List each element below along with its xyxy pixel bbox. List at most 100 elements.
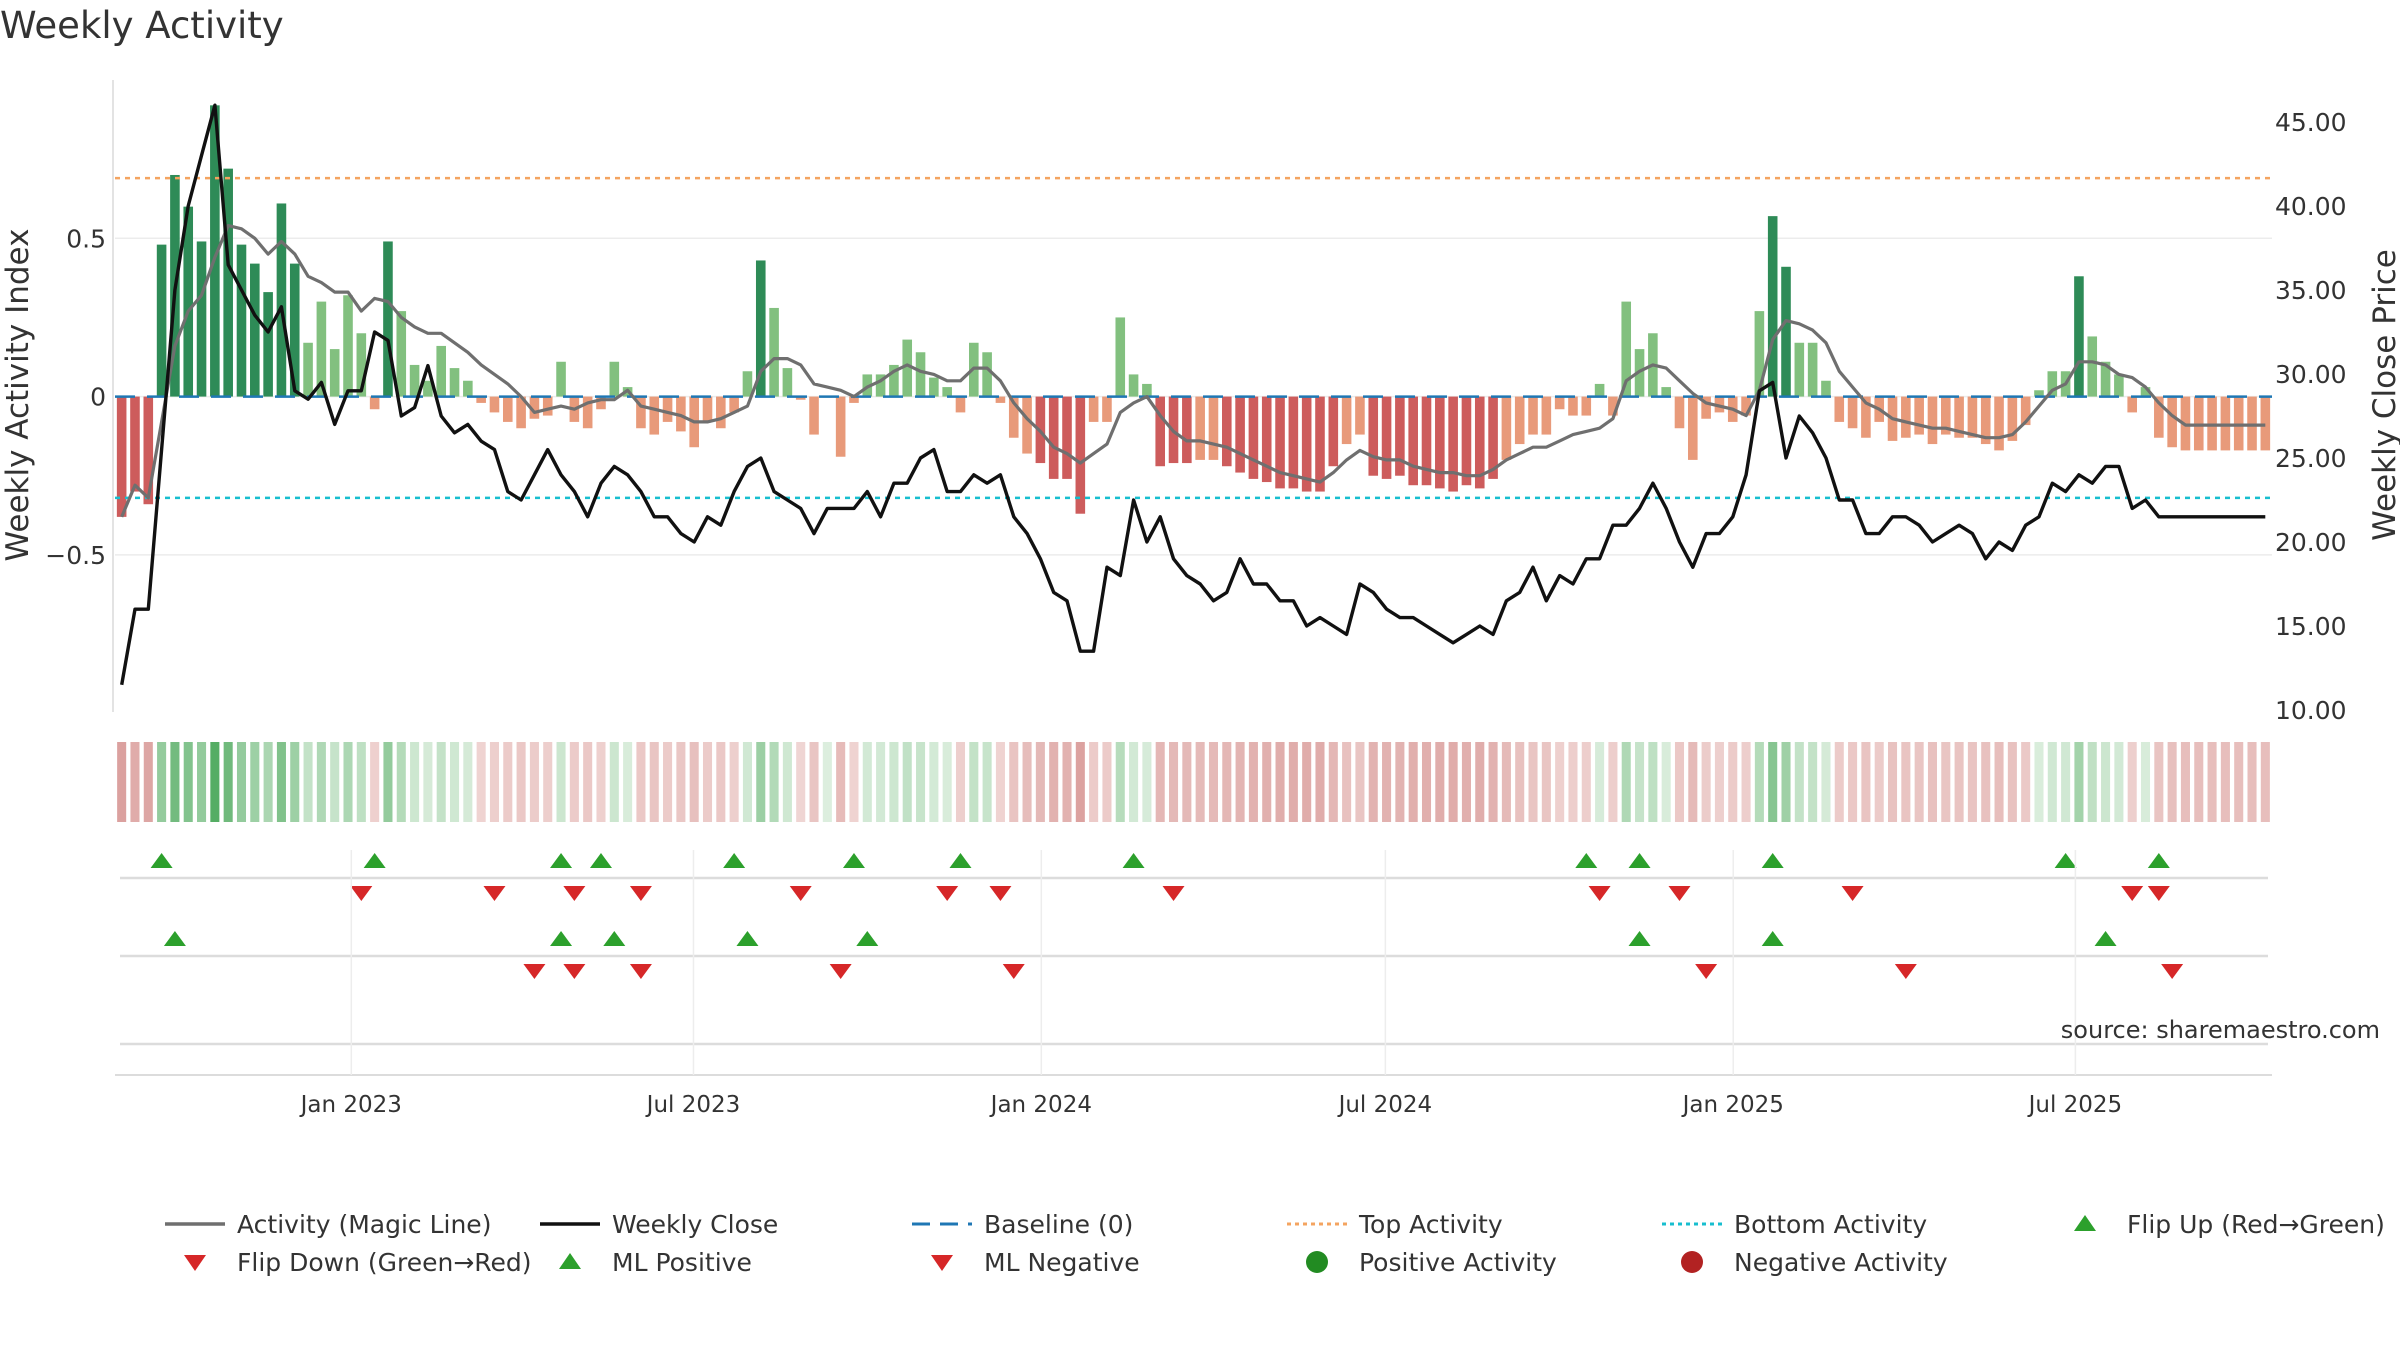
flip-down-marker — [936, 886, 959, 901]
ml-negative-marker — [563, 964, 586, 979]
legend-swatch-circle — [1681, 1251, 1703, 1273]
activity-bar — [489, 396, 500, 413]
activity-bar — [1927, 396, 1938, 445]
heat-cell — [1022, 742, 1032, 822]
legend-item: Top Activity — [1287, 1210, 1503, 1239]
ml-negative-marker — [1894, 964, 1917, 979]
heat-cell — [1248, 742, 1258, 822]
legend-label: Top Activity — [1358, 1210, 1503, 1239]
legend-label: Bottom Activity — [1734, 1210, 1927, 1239]
ml-negative-marker — [523, 964, 546, 979]
activity-bar — [1701, 396, 1711, 419]
flip-down-marker — [629, 886, 652, 901]
heat-cell — [1062, 742, 1072, 822]
flip-up-marker — [1761, 853, 1784, 868]
ml-positive-marker — [550, 931, 573, 946]
heat-cell — [1874, 742, 1884, 822]
legend-item: Flip Down (Green→Red) — [184, 1248, 532, 1277]
activity-bar — [1301, 396, 1312, 492]
magic-line — [120, 224, 2266, 518]
heat-cell — [1235, 742, 1245, 822]
heat-cell — [157, 742, 167, 822]
activity-bar — [1940, 396, 1951, 435]
heat-cell — [1488, 742, 1498, 822]
heat-cell — [436, 742, 446, 822]
heat-cell — [1395, 742, 1405, 822]
heat-cell — [276, 742, 286, 822]
heat-cell — [1129, 742, 1139, 822]
heat-cell — [2154, 742, 2164, 822]
activity-bar — [210, 105, 220, 397]
legend-item: ML Positive — [559, 1248, 752, 1277]
heat-cell — [290, 742, 300, 822]
activity-bar — [1408, 396, 1418, 486]
flip-down-marker — [350, 886, 373, 901]
heat-cell — [1901, 742, 1911, 822]
heat-cell — [2074, 742, 2084, 822]
heat-cell — [1049, 742, 1059, 822]
activity-bar — [463, 380, 473, 397]
heat-cell — [1355, 742, 1365, 822]
activity-bar — [889, 364, 899, 397]
heat-cell — [1608, 742, 1618, 822]
activity-bar — [449, 368, 460, 397]
flip-up-marker — [589, 853, 612, 868]
heat-cell — [2007, 742, 2017, 822]
heat-cell — [1102, 742, 1112, 822]
heat-cell — [1302, 742, 1312, 822]
activity-bar — [1088, 396, 1099, 422]
heat-cell — [609, 742, 619, 822]
activity-bar — [516, 396, 526, 429]
activity-bar — [729, 396, 739, 413]
activity-bar — [1994, 396, 2004, 451]
activity-bar — [143, 396, 154, 505]
heat-cell — [1115, 742, 1125, 822]
heat-cell — [450, 742, 460, 822]
activity-bar — [1075, 396, 1086, 514]
legend-label: Activity (Magic Line) — [237, 1210, 491, 1239]
ml-positive-marker — [603, 931, 626, 946]
activity-bar — [902, 339, 913, 397]
activity-bar — [1621, 301, 1632, 397]
signal-rows — [115, 853, 2272, 1076]
x-axis: Jan 2023 Jul 2023 Jan 2024 Jul 2024 Jan 2025… — [299, 850, 2122, 1118]
heat-cell — [2247, 742, 2257, 822]
heat-cell — [303, 742, 313, 822]
activity-bar — [1501, 396, 1512, 460]
activity-bar — [436, 345, 447, 397]
activity-bar — [1514, 396, 1525, 445]
heat-cell — [969, 742, 979, 822]
activity-bar — [1914, 396, 1924, 435]
activity-bar — [196, 241, 207, 397]
activity-bar — [2047, 371, 2058, 397]
heat-cell — [1142, 742, 1152, 822]
source-label: source: sharemaestro.com — [2061, 1016, 2380, 1044]
heat-cell — [782, 742, 792, 822]
flip-up-marker — [723, 853, 746, 868]
activity-bar — [1288, 396, 1299, 489]
activity-bar — [1821, 380, 1831, 397]
activity-bar — [1461, 396, 1472, 486]
activity-bar — [769, 307, 779, 397]
legend: Activity (Magic Line) Weekly Close Baselin… — [165, 1210, 2385, 1277]
activity-bar — [1275, 396, 1285, 489]
x-tick-label: Jul 2024 — [1337, 1092, 1433, 1118]
activity-bar — [742, 371, 753, 397]
activity-bar — [356, 333, 367, 397]
heat-cell — [889, 742, 899, 822]
legend-item: Flip Up (Red→Green) — [2074, 1210, 2385, 1239]
legend-swatch-triangle-up — [559, 1253, 581, 1269]
flip-down-marker — [2121, 886, 2144, 901]
activity-bar — [1182, 396, 1192, 464]
heat-cell — [1954, 742, 1964, 822]
heat-cell — [636, 742, 646, 822]
activity-bar — [1861, 396, 1871, 438]
y-right-tick-label: 45.00 — [2275, 108, 2347, 137]
heat-cell — [263, 742, 273, 822]
activity-bar — [1008, 396, 1019, 438]
heat-cell — [170, 742, 180, 822]
heat-cell — [410, 742, 420, 822]
x-tick-label: Jul 2023 — [645, 1092, 741, 1118]
activity-bar — [915, 352, 926, 397]
